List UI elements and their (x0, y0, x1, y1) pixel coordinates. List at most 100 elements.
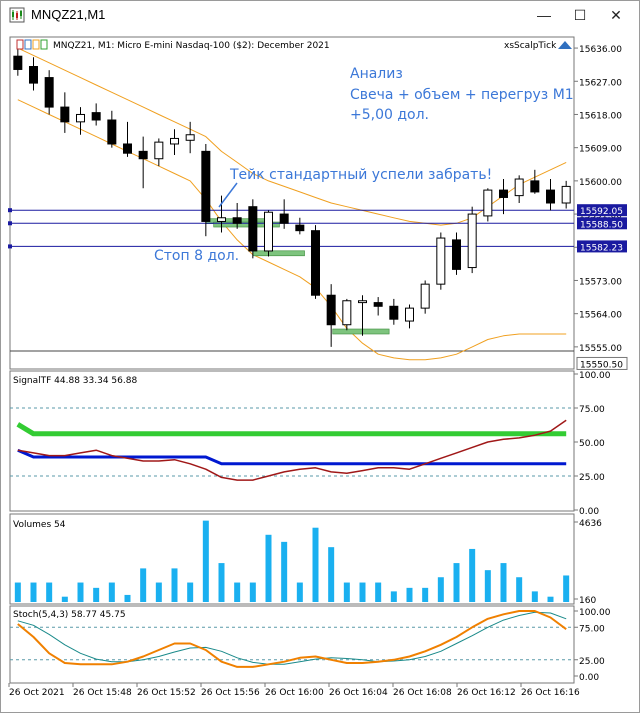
stoch-axis-label: 75.00 (579, 624, 605, 634)
candle-body[interactable] (123, 143, 132, 154)
volume-bar[interactable] (328, 547, 335, 602)
candle-body[interactable] (107, 119, 117, 145)
candle-body[interactable] (232, 217, 242, 224)
candle-body[interactable] (436, 237, 446, 285)
time-axis-label: 26 Oct 16:08 (393, 688, 452, 698)
header-tool-icon[interactable] (16, 39, 24, 50)
candle-body[interactable] (29, 66, 38, 84)
candle-body[interactable] (561, 185, 571, 204)
header-tool-icon[interactable] (40, 39, 48, 50)
volume-bar[interactable] (77, 582, 84, 602)
candle-body[interactable] (326, 294, 336, 326)
price-level-handle[interactable] (8, 208, 12, 213)
window-title: MNQZ21,M1 (31, 7, 106, 22)
volume-bar[interactable] (406, 587, 413, 602)
volume-bar[interactable] (265, 534, 272, 602)
header-tool-icon[interactable] (24, 39, 32, 50)
candle-body[interactable] (514, 178, 524, 197)
volume-bar[interactable] (171, 568, 178, 602)
volume-bar[interactable] (140, 568, 147, 602)
volume-bar[interactable] (390, 591, 397, 602)
candle-body[interactable] (60, 106, 70, 123)
candle-body[interactable] (499, 189, 508, 198)
candle-body[interactable] (389, 305, 399, 320)
volume-bar[interactable] (422, 587, 429, 602)
candle-body[interactable] (483, 189, 493, 217)
stoch-main-line (17, 610, 567, 668)
volume-bar[interactable] (218, 563, 225, 602)
candle-body[interactable] (76, 113, 85, 123)
volume-bar[interactable] (187, 582, 194, 602)
volume-bar[interactable] (312, 527, 319, 602)
candle-body[interactable] (91, 112, 101, 121)
expert-hat-icon[interactable] (558, 41, 572, 49)
candle-body[interactable] (295, 224, 305, 232)
candle-body[interactable] (154, 141, 164, 160)
volume-bar[interactable] (234, 582, 241, 602)
price-axis-label: 15627.00 (579, 78, 622, 88)
candle-body[interactable] (185, 134, 195, 141)
volume-bar[interactable] (484, 570, 491, 602)
volume-bar[interactable] (281, 541, 288, 602)
annotation-profit: +5,00 дол. (350, 107, 429, 123)
volume-bar[interactable] (93, 587, 100, 602)
minimize-button[interactable]: — (537, 7, 551, 23)
volume-bar[interactable] (531, 591, 538, 602)
volume-bar[interactable] (155, 582, 162, 602)
candle-body[interactable] (279, 213, 289, 224)
annotation-take-pointer (218, 182, 238, 208)
candle-body[interactable] (311, 230, 320, 296)
candle-body[interactable] (264, 211, 273, 252)
price-tag (577, 217, 627, 230)
volume-bar[interactable] (453, 563, 460, 602)
volume-bar[interactable] (30, 582, 37, 602)
volume-bar[interactable] (500, 563, 507, 602)
candle-body[interactable] (44, 77, 54, 108)
volume-bar[interactable] (296, 582, 303, 602)
volume-bar[interactable] (437, 577, 444, 602)
price-panel[interactable] (9, 36, 575, 370)
signaltf-panel[interactable] (9, 370, 575, 512)
candle-body[interactable] (170, 137, 179, 145)
volume-bar[interactable] (343, 582, 350, 602)
candle-body[interactable] (358, 300, 367, 304)
candle-body[interactable] (217, 217, 226, 222)
candle-body[interactable] (405, 307, 414, 322)
candle-body[interactable] (138, 150, 148, 160)
candle-body[interactable] (467, 213, 477, 269)
expert-label: xsScalpTick (504, 41, 557, 51)
title-bar[interactable]: MNQZ21,M1 — ☐ ✕ (1, 1, 639, 29)
time-axis-label: 26 Oct 16:16 (521, 688, 580, 698)
volume-bar[interactable] (108, 582, 115, 602)
close-button[interactable]: ✕ (610, 6, 622, 23)
volume-bar[interactable] (249, 582, 256, 602)
candle-body[interactable] (530, 180, 540, 193)
price-level-handle[interactable] (8, 244, 12, 249)
volume-bar[interactable] (61, 596, 68, 602)
candle-body[interactable] (420, 283, 430, 309)
volume-bar[interactable] (547, 596, 554, 602)
volume-bar[interactable] (14, 582, 21, 602)
volume-bar[interactable] (469, 548, 476, 602)
volume-bar[interactable] (563, 575, 570, 602)
volumes-panel[interactable] (9, 513, 575, 605)
volume-bar[interactable] (124, 594, 131, 602)
volume-bar[interactable] (202, 520, 209, 602)
volume-bar[interactable] (359, 582, 366, 602)
signaltf-blue-line (17, 448, 567, 466)
candle-body[interactable] (452, 239, 461, 270)
candle-body[interactable] (546, 189, 555, 204)
stoch-panel[interactable] (9, 605, 575, 684)
candle-body[interactable] (373, 302, 383, 307)
price-level-handle[interactable] (8, 221, 12, 226)
volume-bar[interactable] (46, 582, 53, 602)
header-tool-icon[interactable] (32, 39, 40, 50)
candle-body[interactable] (13, 55, 23, 70)
volume-bar[interactable] (516, 577, 523, 602)
maximize-button[interactable]: ☐ (573, 6, 587, 23)
candle-body[interactable] (342, 300, 352, 326)
candle-body[interactable] (248, 206, 258, 252)
candle-body[interactable] (201, 150, 211, 222)
volume-bar[interactable] (375, 582, 382, 602)
